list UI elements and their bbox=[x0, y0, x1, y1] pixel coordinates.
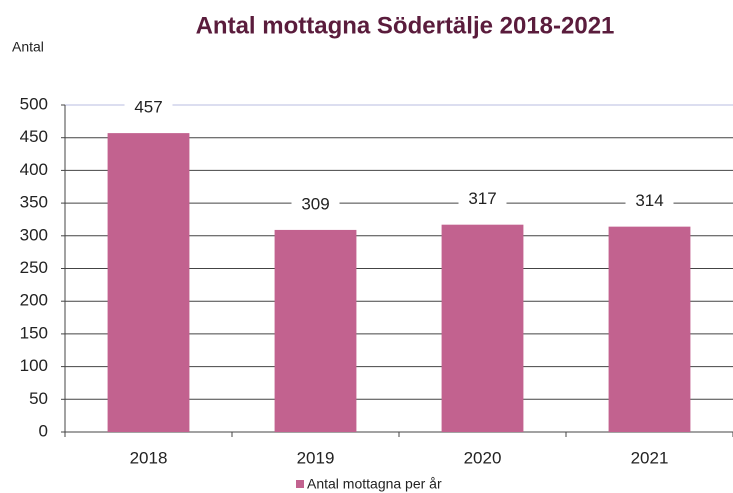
label-bg bbox=[458, 188, 507, 211]
x-tick-label: 2019 bbox=[297, 448, 335, 467]
x-tick-label: 2021 bbox=[631, 448, 669, 467]
y-axis-label: Antal bbox=[12, 39, 44, 55]
legend-label: Antal mottagna per år bbox=[307, 476, 442, 492]
x-tick-label: 2020 bbox=[464, 448, 502, 467]
x-tick-label: 2018 bbox=[130, 448, 168, 467]
bar bbox=[441, 224, 524, 432]
data-label: 457 bbox=[134, 98, 162, 117]
chart-title: Antal mottagna Södertälje 2018-2021 bbox=[196, 12, 615, 39]
y-tick-label: 50 bbox=[29, 389, 48, 408]
bar bbox=[608, 226, 691, 432]
y-tick-label: 0 bbox=[39, 421, 48, 440]
y-tick-label: 150 bbox=[20, 323, 48, 342]
y-tick-label: 400 bbox=[20, 160, 48, 179]
data-label: 309 bbox=[301, 194, 329, 213]
legend-swatch bbox=[296, 480, 304, 488]
bar bbox=[274, 229, 357, 432]
label-bg bbox=[625, 190, 674, 213]
data-label: 314 bbox=[635, 191, 663, 210]
y-tick-label: 300 bbox=[20, 225, 48, 244]
y-tick-label: 350 bbox=[20, 193, 48, 212]
y-tick-label: 500 bbox=[20, 94, 48, 113]
bar bbox=[107, 133, 190, 432]
y-tick-label: 200 bbox=[20, 291, 48, 310]
y-tick-label: 250 bbox=[20, 258, 48, 277]
data-label: 317 bbox=[468, 189, 496, 208]
y-tick-label: 100 bbox=[20, 356, 48, 375]
label-bg bbox=[291, 193, 340, 216]
label-bg bbox=[124, 97, 173, 120]
y-tick-label: 450 bbox=[20, 127, 48, 146]
